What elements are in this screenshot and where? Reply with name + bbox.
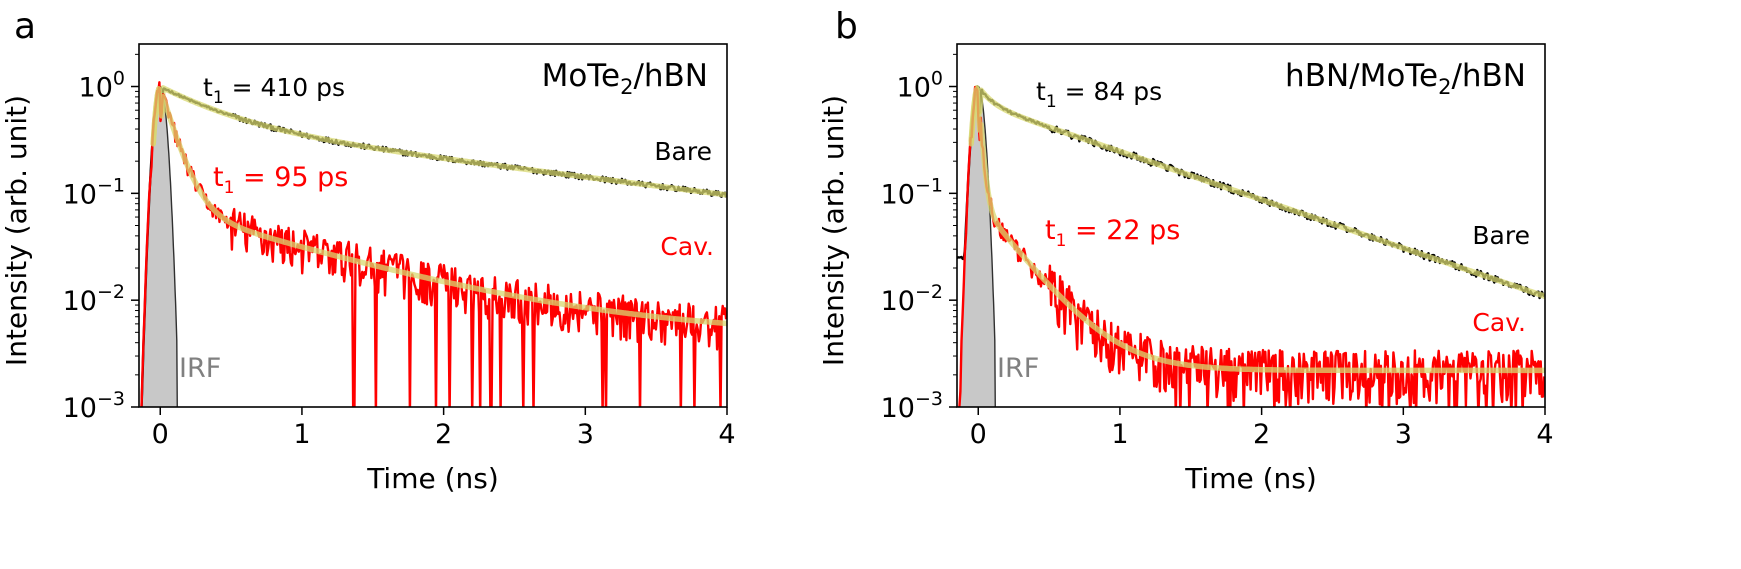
series-bare-fit: [968, 85, 1545, 300]
y-axis-label: Intensity (arb. unit): [817, 95, 850, 366]
x-tick-label: 1: [293, 419, 310, 450]
irf-label: IRF: [179, 353, 221, 384]
irf-curve: [140, 85, 178, 407]
plot-area: [957, 85, 1545, 407]
panel-b: 0 1 2 3 4 100 10−1 10−2 10−3 Time (ns) Intensity (…: [817, 6, 1554, 495]
cav-label: Cav.: [1472, 308, 1526, 337]
y-tick-label: 10−3: [63, 388, 125, 424]
y-axis-label: Intensity (arb. unit): [0, 95, 33, 366]
plot-area: [140, 81, 727, 407]
y-tick-label: 10−1: [63, 174, 125, 210]
x-tick-label: 4: [1536, 419, 1553, 450]
sample-label: MoTe2/hBN: [542, 58, 708, 99]
y-tick-label: 10−2: [881, 281, 943, 317]
series-cav-fit: [968, 86, 1545, 374]
y-tick-label: 10−3: [881, 388, 943, 424]
cav-t1-annotation: t1 = 22 ps: [1045, 215, 1180, 251]
x-tick-label: 3: [577, 419, 594, 450]
x-tick-label: 4: [718, 419, 735, 450]
y-tick-label: 100: [897, 68, 943, 104]
x-tick-label: 2: [1253, 419, 1270, 450]
irf-label: IRF: [997, 353, 1039, 384]
y-tick-label: 10−2: [63, 281, 125, 317]
x-axis-label: Time (ns): [1184, 462, 1317, 495]
panel-letter: b: [835, 6, 858, 47]
y-tick-label: 10−1: [881, 174, 943, 210]
series-bare-data: [140, 86, 727, 407]
x-tick-label: 0: [970, 419, 987, 450]
panel-a: 0 1 2 3 4 100 10−1 10−2 10−3 Time (ns) Intensity (…: [0, 6, 736, 495]
bare-t1-annotation: t1 = 410 ps: [203, 73, 345, 108]
cav-label: Cav.: [660, 232, 714, 261]
panel-letter: a: [14, 6, 36, 47]
irf-curve: [958, 85, 996, 407]
series-cav-data: [958, 85, 1545, 407]
bare-t1-annotation: t1 = 84 ps: [1036, 77, 1162, 112]
series-cav-fit: [150, 86, 727, 327]
series-cav-data: [140, 81, 727, 407]
x-tick-label: 1: [1111, 419, 1128, 450]
series-bare-fit: [150, 85, 727, 198]
y-tick-label: 100: [79, 68, 125, 104]
x-tick-label: 2: [435, 419, 452, 450]
x-tick-label: 0: [152, 419, 169, 450]
bare-label: Bare: [1472, 221, 1530, 250]
bare-label: Bare: [654, 137, 712, 166]
x-tick-label: 3: [1395, 419, 1412, 450]
sample-label: hBN/MoTe2/hBN: [1285, 58, 1526, 99]
cav-t1-annotation: t1 = 95 ps: [213, 162, 348, 198]
x-axis-label: Time (ns): [366, 462, 499, 495]
